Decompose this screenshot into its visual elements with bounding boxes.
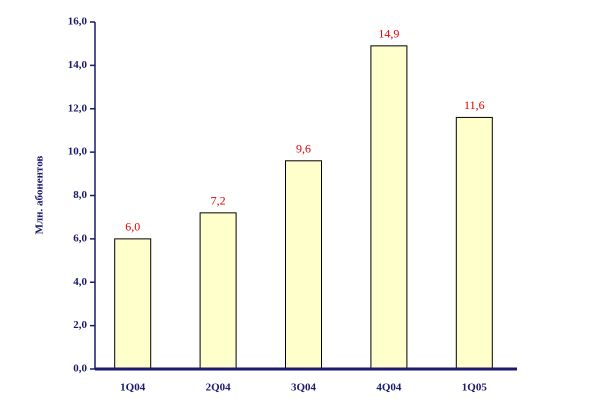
value-label: 11,6 — [464, 98, 485, 112]
y-tick-label: 6,0 — [73, 232, 87, 244]
bar — [285, 160, 322, 370]
y-tick-label: 14,0 — [68, 59, 88, 71]
x-tick-label: 4Q04 — [376, 382, 402, 394]
bar — [114, 238, 152, 370]
y-tick-label: 0,0 — [73, 363, 87, 375]
y-tick-label: 2,0 — [73, 319, 87, 331]
y-axis-label: Млн. абонентов — [34, 156, 46, 235]
value-label: 6,0 — [125, 220, 140, 234]
x-tick-label: 1Q04 — [120, 382, 146, 394]
value-label: 9,6 — [296, 142, 311, 156]
y-tick-label: 12,0 — [68, 102, 88, 114]
bar — [370, 45, 408, 370]
y-tick-label: 10,0 — [68, 146, 88, 158]
value-label: 14,9 — [378, 27, 399, 41]
x-tick-label: 2Q04 — [206, 382, 232, 394]
value-label: 7,2 — [211, 194, 226, 208]
x-tick-label: 3Q04 — [291, 382, 317, 394]
x-tick-label: 1Q05 — [462, 382, 488, 394]
bar — [455, 116, 493, 370]
y-tick-label: 8,0 — [73, 189, 87, 201]
y-tick-label: 16,0 — [68, 16, 88, 28]
bar — [199, 212, 237, 370]
y-tick-label: 4,0 — [73, 276, 87, 288]
